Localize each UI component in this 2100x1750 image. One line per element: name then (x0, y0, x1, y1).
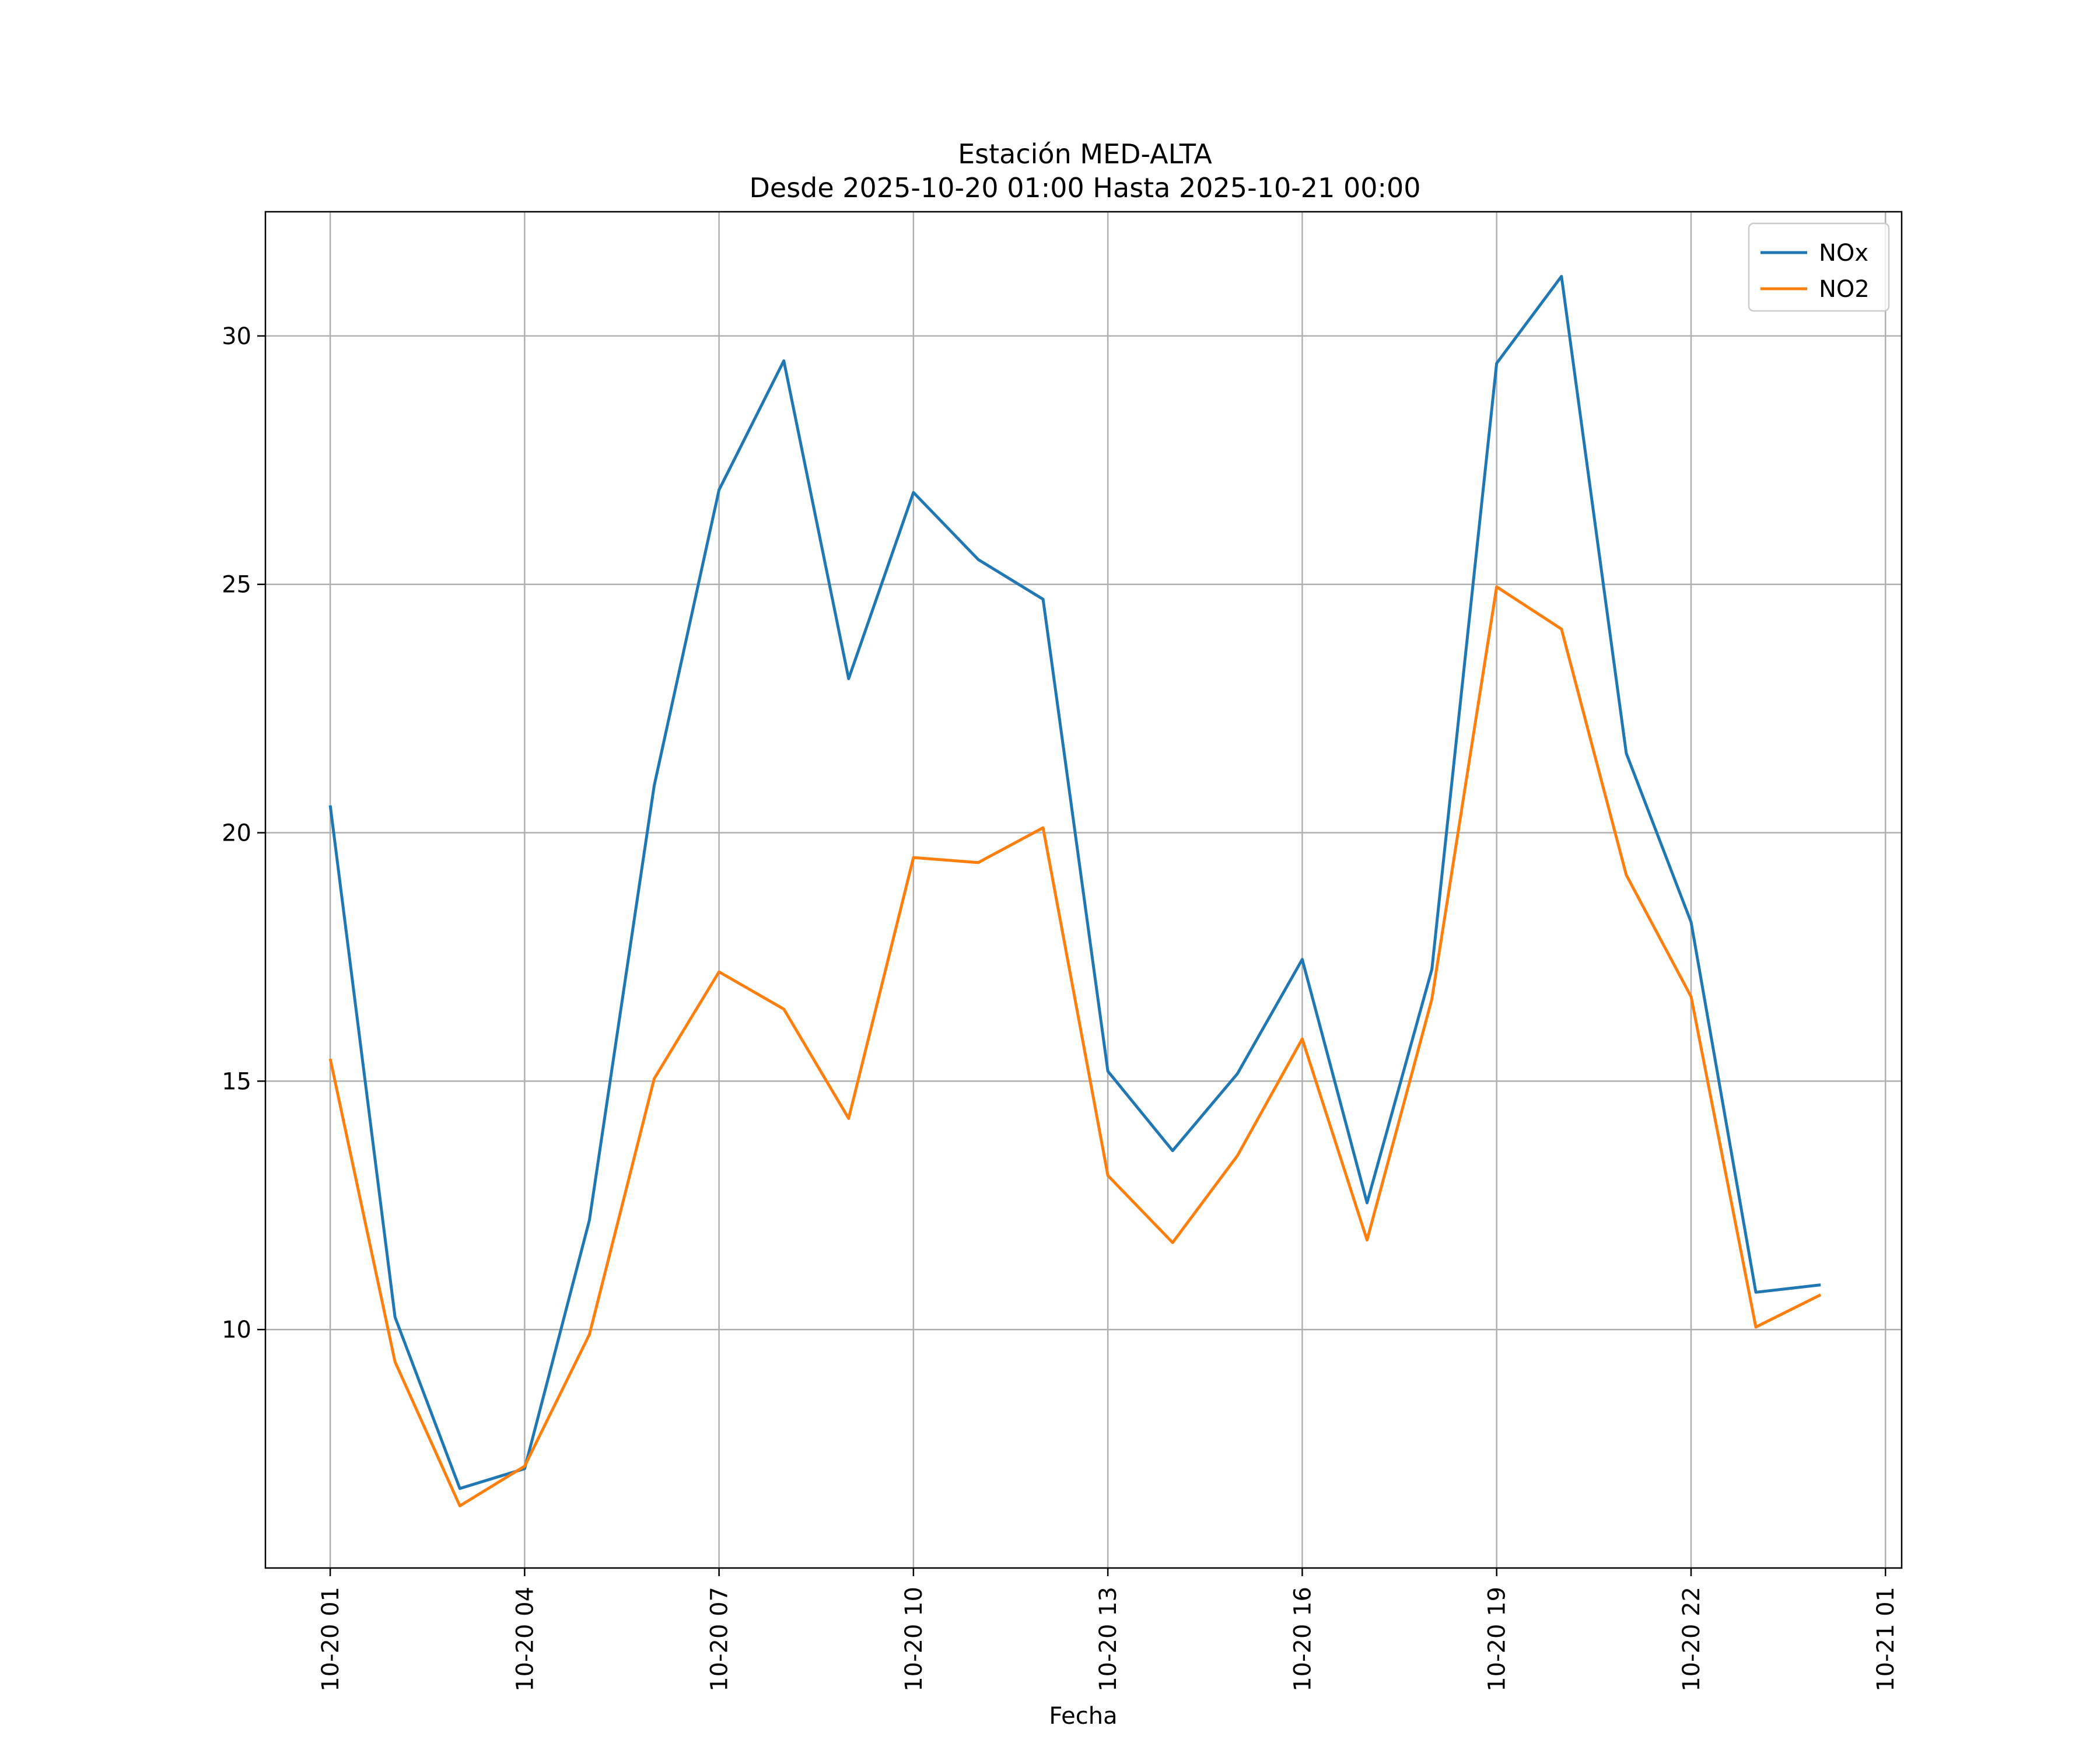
grid-lines (265, 212, 1902, 1568)
y-tick-label: 30 (222, 323, 251, 350)
legend: NOx NO2 (1748, 222, 1890, 312)
chart-title: Estación MED-ALTA (958, 138, 1212, 170)
plot-frame (264, 211, 1903, 1569)
series-group (328, 275, 1822, 1507)
x-tick-label: 10-20 16 (1289, 1587, 1316, 1692)
y-tick-label: 10 (222, 1317, 251, 1343)
series-line-no2 (328, 585, 1822, 1507)
x-tick-label: 10-20 10 (901, 1587, 928, 1692)
x-tick-label: 10-20 01 (317, 1587, 344, 1692)
x-tick-label: 10-21 01 (1873, 1587, 1899, 1692)
x-tick-label: 10-20 13 (1095, 1587, 1122, 1692)
y-tick-label: 25 (222, 572, 251, 598)
x-tick-label: 10-20 22 (1678, 1587, 1705, 1692)
x-tick-label: 10-20 19 (1484, 1587, 1511, 1692)
x-axis: 10-20 01 10-20 04 10-20 07 10-20 10 10-20 13… (317, 1568, 1899, 1692)
x-tick-label: 10-20 07 (706, 1587, 733, 1692)
x-axis-label: Fecha (1049, 1703, 1117, 1730)
y-tick-label: 20 (222, 820, 251, 847)
y-tick-label: 15 (222, 1068, 251, 1095)
legend-label-nox: NOx (1819, 240, 1868, 267)
chart-subtitle: Desde 2025-10-20 01:00 Hasta 2025-10-21 … (749, 172, 1420, 204)
legend-label-no2: NO2 (1819, 276, 1870, 303)
series-line-nox (328, 275, 1821, 1490)
y-axis: 10 15 20 25 30 (222, 323, 265, 1343)
x-tick-label: 10-20 04 (512, 1587, 538, 1692)
